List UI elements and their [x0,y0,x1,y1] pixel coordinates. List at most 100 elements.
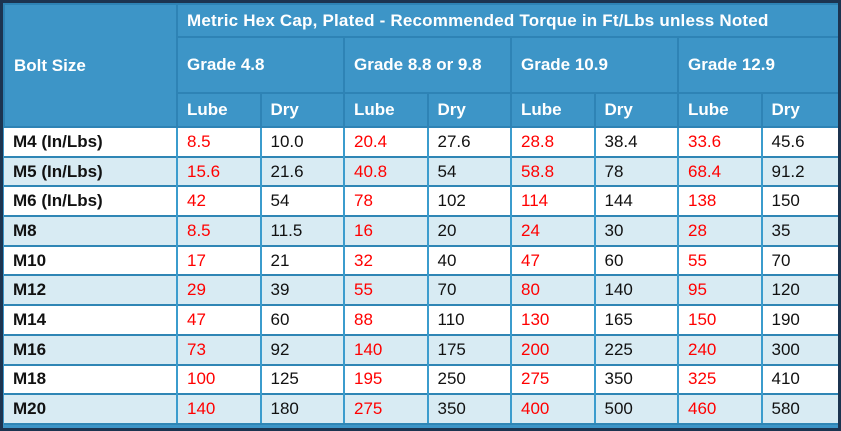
bolt-size-header-cell: Bolt Size [3,3,178,128]
lube-header: Lube [343,92,429,128]
table-title: Metric Hex Cap, Plated - Recommended Tor… [175,3,838,38]
dry-value-cell: 20 [426,215,511,246]
dry-value-cell: 54 [259,185,344,217]
title-row: Bolt Size Metric Hex Cap, Plated - Recom… [3,3,838,128]
dry-value-cell: 125 [259,363,344,395]
dry-value-cell: 410 [760,363,838,395]
lube-value-cell: 88 [343,304,428,335]
lube-value-cell: 240 [677,333,762,365]
dry-value-cell: 91.2 [760,155,838,187]
lube-value-cell: 15.6 [176,155,261,187]
dry-value-cell: 500 [593,393,678,425]
dry-value-cell: 70 [426,274,511,306]
lube-value-cell: 78 [343,185,428,217]
dry-value-cell: 27.6 [426,126,511,157]
lube-value-cell: 95 [677,274,762,306]
lube-value-cell: 114 [510,185,595,217]
table-row: M6 (In/Lbs) 42 54 78 102 114 144 138 150 [4,185,838,217]
lube-value-cell: 42 [176,185,261,217]
table-row: M12 29 39 55 70 80 140 95 120 [4,274,838,306]
grade-10-9-header: Grade 10.9 [510,36,679,94]
dry-value-cell: 350 [593,363,678,395]
dry-value-cell: 35 [760,215,838,246]
condition-header-row: Lube Dry Lube Dry Lube Dry Lube Dry [4,92,838,128]
dry-value-cell: 180 [259,393,344,425]
dry-value-cell: 38.4 [593,126,678,157]
dry-value-cell: 54 [426,155,511,187]
lube-value-cell: 275 [343,393,428,425]
dry-value-cell: 60 [259,304,344,335]
lube-value-cell: 40.8 [343,155,428,187]
dry-value-cell: 144 [593,185,678,217]
dry-value-cell: 39 [259,274,344,306]
lube-value-cell: 28 [677,215,762,246]
lube-value-cell: 17 [176,244,261,276]
table-row: M18 100 125 195 250 275 350 325 410 [4,363,838,395]
bolt-size-cell: M14 [4,304,178,335]
dry-value-cell: 78 [593,155,678,187]
table-header: Bolt Size Metric Hex Cap, Plated - Recom… [3,3,838,128]
bolt-size-cell: M10 [4,244,178,276]
dry-value-cell: 45.6 [760,126,838,157]
lube-value-cell: 100 [176,363,261,395]
bolt-size-cell: M16 [4,333,178,365]
dry-value-cell: 110 [426,304,511,335]
lube-value-cell: 130 [510,304,595,335]
dry-value-cell: 140 [593,274,678,306]
dry-value-cell: 175 [426,333,511,365]
dry-value-cell: 70 [760,244,838,276]
dry-value-cell: 10.0 [259,126,344,157]
bolt-size-cell: M8 [4,215,178,246]
table-body: M4 (In/Lbs) 8.5 10.0 20.4 27.6 28.8 38.4 33.6 45… [4,126,838,425]
lube-value-cell: 73 [176,333,261,365]
dry-value-cell: 300 [760,333,838,365]
lube-header: Lube [176,92,262,128]
dry-value-cell: 190 [760,304,838,335]
lube-value-cell: 8.5 [176,215,261,246]
grade-4-8-header: Grade 4.8 [176,36,345,94]
metric-torque-table: Bolt Size Metric Hex Cap, Plated - Recom… [3,3,838,425]
lube-value-cell: 140 [176,393,261,425]
dry-value-cell: 580 [760,393,838,425]
dry-value-cell: 40 [426,244,511,276]
dry-value-cell: 21 [259,244,344,276]
table-row: M10 17 21 32 40 47 60 55 70 [4,244,838,276]
dry-value-cell: 250 [426,363,511,395]
dry-value-cell: 30 [593,215,678,246]
grade-12-9-header: Grade 12.9 [676,36,838,94]
dry-value-cell: 350 [426,393,511,425]
table-row: M20 140 180 275 350 400 500 460 580 [4,393,838,425]
bolt-size-cell: M5 (In/Lbs) [4,155,178,187]
dry-value-cell: 120 [760,274,838,306]
lube-value-cell: 47 [510,244,595,276]
bolt-size-cell: M6 (In/Lbs) [4,185,178,217]
table-row: M14 47 60 88 110 130 165 150 190 [4,304,838,335]
lube-value-cell: 47 [176,304,261,335]
table-row: M4 (In/Lbs) 8.5 10.0 20.4 27.6 28.8 38.4 33.6 45… [4,126,838,157]
dry-value-cell: 92 [259,333,344,365]
lube-value-cell: 32 [343,244,428,276]
dry-value-cell: 165 [593,304,678,335]
lube-value-cell: 68.4 [677,155,762,187]
lube-value-cell: 200 [510,333,595,365]
lube-value-cell: 33.6 [677,126,762,157]
lube-value-cell: 80 [510,274,595,306]
bolt-size-cell: M12 [4,274,178,306]
lube-header: Lube [510,92,596,128]
lube-value-cell: 325 [677,363,762,395]
dry-header: Dry [426,92,512,128]
lube-value-cell: 140 [343,333,428,365]
table-row: M5 (In/Lbs) 15.6 21.6 40.8 54 58.8 78 68.4 91.2 [4,155,838,187]
lube-value-cell: 150 [677,304,762,335]
lube-value-cell: 58.8 [510,155,595,187]
dry-value-cell: 21.6 [259,155,344,187]
lube-value-cell: 16 [343,215,428,246]
dry-value-cell: 60 [593,244,678,276]
table-row: M16 73 92 140 175 200 225 240 300 [4,333,838,365]
lube-value-cell: 29 [176,274,261,306]
table-row: M8 8.5 11.5 16 20 24 30 28 35 [4,215,838,246]
lube-value-cell: 28.8 [510,126,595,157]
lube-value-cell: 55 [677,244,762,276]
lube-value-cell: 195 [343,363,428,395]
lube-value-cell: 400 [510,393,595,425]
